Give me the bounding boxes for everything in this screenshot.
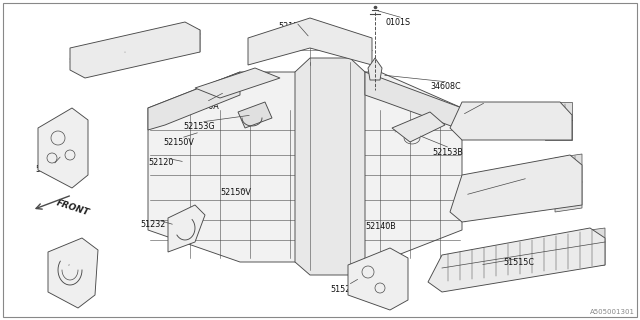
Text: 52120: 52120 [148, 158, 173, 167]
Polygon shape [450, 102, 572, 140]
Text: FRONT: FRONT [55, 198, 90, 217]
Text: 51515C: 51515C [503, 258, 534, 267]
Polygon shape [148, 72, 240, 130]
Polygon shape [365, 72, 462, 130]
Polygon shape [295, 58, 365, 275]
Text: 52150C: 52150C [468, 102, 499, 111]
Polygon shape [38, 108, 88, 188]
Text: 52150C: 52150C [510, 178, 541, 187]
Text: 52150V: 52150V [220, 188, 251, 197]
Text: 52140B: 52140B [365, 222, 396, 231]
Polygon shape [348, 248, 408, 310]
Text: 0101S: 0101S [385, 18, 410, 27]
Polygon shape [48, 238, 98, 308]
Text: 52153B: 52153B [432, 148, 463, 157]
Polygon shape [238, 102, 272, 128]
Polygon shape [392, 112, 445, 142]
Text: 52140A: 52140A [188, 102, 219, 111]
Text: 52153A: 52153A [278, 22, 309, 31]
Text: A505001301: A505001301 [590, 309, 635, 315]
Polygon shape [545, 102, 572, 140]
Polygon shape [70, 22, 200, 78]
Text: 51522: 51522 [35, 165, 61, 174]
Polygon shape [450, 155, 582, 222]
Polygon shape [575, 228, 605, 268]
Text: 51515B: 51515B [107, 55, 138, 64]
Polygon shape [368, 58, 382, 80]
Text: 52153G: 52153G [183, 122, 214, 131]
Polygon shape [248, 18, 372, 65]
Text: 51522A: 51522A [330, 285, 361, 294]
Text: 52150V: 52150V [163, 138, 194, 147]
Polygon shape [195, 68, 280, 98]
Polygon shape [148, 72, 462, 262]
Polygon shape [180, 24, 200, 52]
Text: 51232: 51232 [140, 220, 165, 229]
Text: 34608C: 34608C [430, 82, 461, 91]
Polygon shape [168, 205, 205, 252]
Polygon shape [555, 154, 582, 212]
Polygon shape [428, 228, 605, 292]
Text: 51110: 51110 [52, 262, 77, 271]
